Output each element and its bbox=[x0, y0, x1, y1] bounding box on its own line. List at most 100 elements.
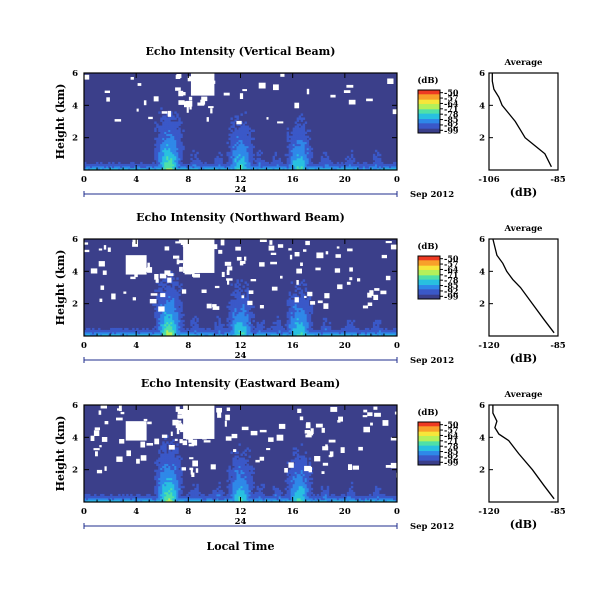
colorbar-segment bbox=[418, 293, 440, 296]
colorbar-segment bbox=[418, 295, 440, 298]
colorbar-segment bbox=[418, 114, 440, 117]
colorbar-segment bbox=[418, 116, 440, 119]
colorbar-tick-label: -71 bbox=[444, 104, 458, 114]
x-tick-label: 8 bbox=[185, 507, 191, 517]
profile-title: Average bbox=[504, 390, 544, 400]
colorbar-segment bbox=[418, 108, 440, 110]
panel-1: Echo Intensity (Vertical Beam) 6 4 2 Height … bbox=[54, 45, 566, 200]
colorbar-tick-label: -64 bbox=[444, 98, 459, 108]
colorbar-segment bbox=[418, 285, 440, 287]
colorbar-segment bbox=[418, 431, 440, 434]
x-tick-label: 8 bbox=[185, 175, 191, 185]
panel-2: Echo Intensity (Northward Beam) 6 4 2 Height… bbox=[54, 211, 566, 366]
colorbar-segment bbox=[418, 446, 440, 449]
colorbar-segment bbox=[418, 103, 440, 106]
colorbar-segment bbox=[418, 261, 440, 263]
colorbar-segment bbox=[418, 121, 440, 123]
y-axis-label: Height (km) bbox=[54, 84, 67, 160]
colorbar-tick-label: -99 bbox=[444, 125, 459, 135]
colorbar-tick-label: -71 bbox=[444, 270, 458, 280]
colorbar-tick-label: -64 bbox=[444, 430, 459, 440]
colorbar-segment bbox=[418, 123, 440, 125]
colorbar-tick-label: -71 bbox=[444, 436, 458, 446]
colorbar-segment bbox=[418, 259, 440, 261]
colorbar-tick-label: -85 bbox=[444, 115, 458, 125]
colorbar-segment bbox=[418, 444, 440, 447]
colorbar-segment bbox=[418, 437, 440, 439]
colorbar-segment bbox=[418, 99, 440, 102]
profile-y-tick-label: 4 bbox=[479, 101, 485, 111]
colorbar-segment bbox=[418, 115, 440, 118]
colorbar-segment bbox=[418, 462, 440, 465]
colorbar-segment bbox=[418, 106, 440, 108]
missing-data bbox=[84, 239, 398, 312]
colorbar-segment bbox=[418, 278, 440, 281]
colorbar-segment bbox=[418, 434, 440, 437]
colorbar-tick-label: -50 bbox=[444, 420, 459, 430]
colorbar-segment bbox=[418, 288, 440, 290]
x-tick-label: 0 bbox=[394, 175, 400, 185]
missing-block bbox=[183, 405, 215, 439]
colorbar: (dB) -50-57-64-71-78-85-92-99 bbox=[417, 407, 458, 467]
x-tick-label: 20 bbox=[339, 175, 351, 185]
colorbar-segment bbox=[418, 276, 440, 278]
colorbar-segment bbox=[418, 429, 440, 431]
colorbar-segment bbox=[418, 459, 440, 462]
colorbar-segment bbox=[418, 425, 440, 427]
x-tick-label: 4 bbox=[133, 175, 139, 185]
colorbar-segment bbox=[418, 267, 440, 270]
day-label: 24 bbox=[235, 517, 247, 527]
colorbar-segment bbox=[418, 441, 440, 443]
colorbar-unit: (dB) bbox=[417, 407, 438, 418]
colorbar-segment bbox=[418, 125, 440, 127]
colorbar-segment bbox=[418, 90, 440, 92]
y-tick-label: 2 bbox=[72, 466, 78, 476]
colorbar-segment bbox=[418, 265, 440, 268]
colorbar-tick-label: -57 bbox=[444, 259, 458, 269]
colorbar-segment bbox=[418, 453, 440, 455]
colorbar-tick-label: -99 bbox=[444, 457, 459, 467]
y-tick-label: 6 bbox=[72, 401, 78, 411]
colorbar-segment bbox=[418, 269, 440, 272]
profile-y-tick-label: 2 bbox=[479, 300, 485, 310]
colorbar-tick-label: -85 bbox=[444, 447, 458, 457]
panel-title: Echo Intensity (Vertical Beam) bbox=[145, 45, 335, 58]
average-profile: Average 6 4 2 -106 -85 (dB) bbox=[478, 58, 565, 199]
missing-data bbox=[84, 73, 399, 125]
colorbar-segment bbox=[418, 101, 440, 104]
colorbar-segment bbox=[418, 124, 440, 126]
colorbar-segment bbox=[418, 447, 440, 450]
colorbar-segment bbox=[418, 111, 440, 113]
profile-x-tick-label: -85 bbox=[550, 507, 565, 517]
colorbar-segment bbox=[418, 105, 440, 107]
x-tick-label: 0 bbox=[394, 341, 400, 351]
x-tick-label: 16 bbox=[287, 507, 299, 517]
colorbar-segment bbox=[418, 451, 440, 453]
x-tick-label: 0 bbox=[81, 175, 87, 185]
colorbar-segment bbox=[418, 432, 440, 435]
colorbar-segment bbox=[418, 280, 440, 283]
colorbar-segment bbox=[418, 98, 440, 101]
colorbar-segment bbox=[418, 442, 440, 444]
profile-frame bbox=[488, 404, 559, 503]
colorbar-segment bbox=[418, 102, 440, 105]
y-tick-label: 4 bbox=[72, 433, 78, 443]
colorbar-segment bbox=[418, 428, 440, 430]
colorbar-segment bbox=[418, 120, 440, 122]
date-label: Sep 2012 bbox=[410, 190, 454, 200]
y-tick-label: 4 bbox=[72, 267, 78, 277]
y-axis-label: Height (km) bbox=[54, 250, 67, 326]
profile-x-label: (dB) bbox=[510, 518, 537, 531]
colorbar-segment bbox=[418, 458, 440, 461]
colorbar-segment bbox=[418, 262, 440, 264]
colorbar-segment bbox=[418, 283, 440, 286]
profile-x-label: (dB) bbox=[510, 186, 537, 199]
panel-3: Echo Intensity (Eastward Beam) 6 4 2 Height … bbox=[54, 377, 566, 553]
colorbar-segment bbox=[418, 281, 440, 284]
colorbar-segment bbox=[418, 427, 440, 429]
colorbar-segment bbox=[418, 430, 440, 433]
colorbar-segment bbox=[418, 272, 440, 274]
x-tick-label: 4 bbox=[133, 507, 139, 517]
colorbar-tick-label: -50 bbox=[444, 88, 459, 98]
